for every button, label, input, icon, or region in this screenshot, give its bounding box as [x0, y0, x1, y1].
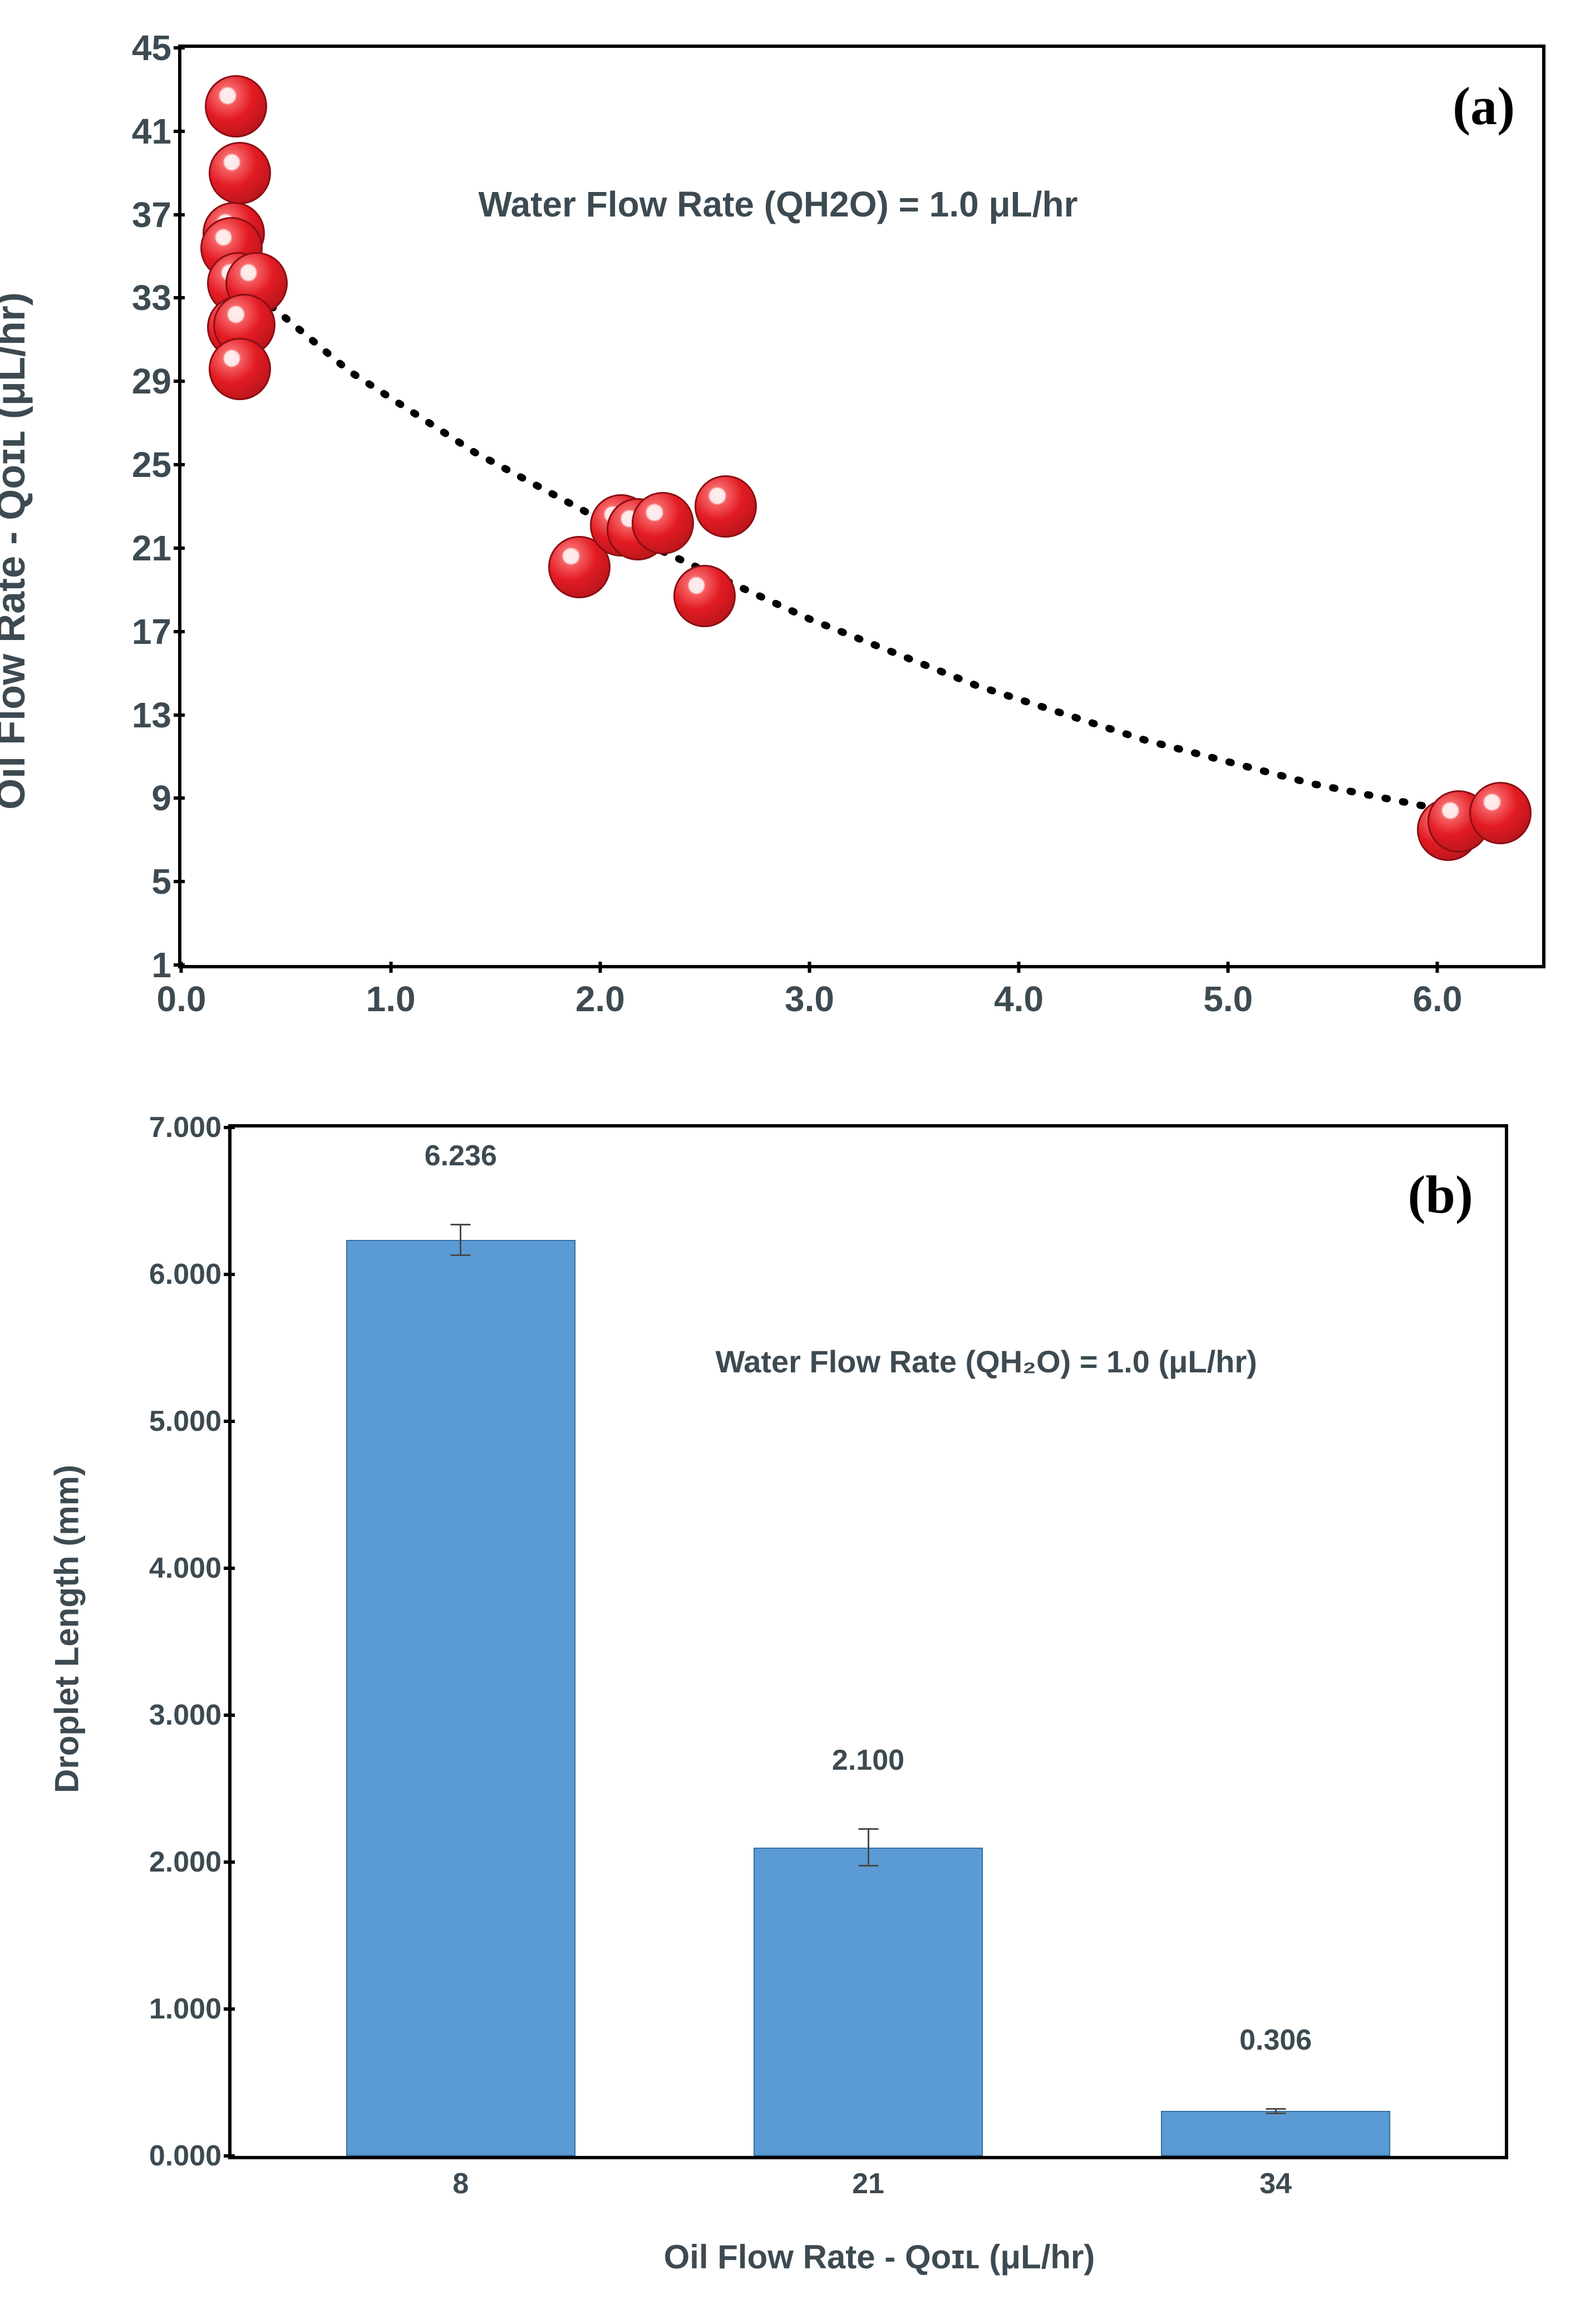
- bar-y-tick: 4.000: [149, 1552, 232, 1585]
- bar-y-axis-label: Droplet Length (mm): [48, 1465, 86, 1793]
- scatter-x-tick: 6.0: [1412, 965, 1462, 1020]
- figure-stack: Oil Flow Rate - Qᴏɪʟ (μL/hr) (a) Water F…: [22, 22, 1568, 2259]
- bar-x-tick: 8: [452, 2156, 469, 2200]
- scatter-annotation: Water Flow Rate (QH2O) = 1.0 μL/hr: [479, 184, 1078, 225]
- scatter-point: [209, 338, 271, 400]
- bar-x-tick: 21: [852, 2156, 884, 2200]
- scatter-y-tick: 13: [132, 695, 181, 736]
- scatter-point: [1469, 782, 1532, 844]
- scatter-x-tick: 2.0: [575, 965, 625, 1020]
- panel-b-label: (b): [1407, 1164, 1473, 1225]
- bar-y-tick: 0.000: [149, 2139, 232, 2173]
- scatter-point: [632, 492, 694, 554]
- bar-value-label: 0.306: [1239, 2023, 1312, 2066]
- panel-a-label: (a): [1453, 75, 1515, 137]
- bar-y-tick: 6.000: [149, 1258, 232, 1291]
- scatter-x-tick: 1.0: [366, 965, 416, 1020]
- scatter-panel: Oil Flow Rate - Qᴏɪʟ (μL/hr) (a) Water F…: [22, 22, 1568, 1080]
- scatter-point: [209, 142, 271, 204]
- bar-y-tick: 2.000: [149, 1845, 232, 1879]
- scatter-y-tick: 29: [132, 361, 181, 402]
- scatter-y-tick: 33: [132, 277, 181, 318]
- scatter-y-tick: 25: [132, 444, 181, 485]
- bar-value-label: 2.100: [832, 1744, 904, 1786]
- bar-x-tick: 34: [1259, 2156, 1292, 2200]
- scatter-y-tick: 9: [151, 777, 181, 819]
- scatter-plot-area: (a) Water Flow Rate (QH2O) = 1.0 μL/hr 1…: [178, 45, 1545, 968]
- panel-b-wrap: Droplet Length (mm) (b) Water Flow Rate …: [22, 1113, 1568, 2259]
- scatter-y-axis-label: Oil Flow Rate - Qᴏɪʟ (μL/hr): [0, 292, 34, 810]
- bar-value-label: 6.236: [425, 1139, 497, 1181]
- bar-error: [868, 1828, 869, 1867]
- bar-x-axis-label: Oil Flow Rate - Qᴏɪʟ (μL/hr): [664, 2238, 1095, 2276]
- scatter-point: [673, 565, 736, 627]
- bar-panel: Droplet Length (mm) (b) Water Flow Rate …: [83, 1113, 1530, 2259]
- scatter-point: [695, 475, 757, 538]
- bar-rect: [346, 1240, 575, 2156]
- scatter-x-tick: 4.0: [994, 965, 1043, 1020]
- scatter-point: [205, 75, 267, 137]
- scatter-x-tick: 3.0: [785, 965, 834, 1020]
- bar-annotation: Water Flow Rate (QH₂O) = 1.0 (μL/hr): [715, 1343, 1257, 1380]
- bar-y-tick: 3.000: [149, 1698, 232, 1732]
- scatter-y-tick: 37: [132, 194, 181, 235]
- scatter-y-tick: 17: [132, 611, 181, 652]
- scatter-x-tick: 5.0: [1203, 965, 1253, 1020]
- bar-error: [460, 1224, 461, 1256]
- scatter-x-tick: 0.0: [157, 965, 206, 1020]
- bar-plot-area: (b) Water Flow Rate (QH₂O) = 1.0 (μL/hr)…: [228, 1124, 1508, 2159]
- bar-y-tick: 5.000: [149, 1405, 232, 1438]
- scatter-y-tick: 41: [132, 111, 181, 152]
- bar-rect: [1161, 2111, 1390, 2156]
- bar-rect: [754, 1848, 983, 2156]
- bar-y-tick: 1.000: [149, 1992, 232, 2026]
- scatter-y-tick: 45: [132, 27, 181, 68]
- scatter-y-tick: 21: [132, 528, 181, 569]
- scatter-y-tick: 5: [151, 861, 181, 902]
- bar-y-tick: 7.000: [149, 1111, 232, 1144]
- panel-a-wrap: Oil Flow Rate - Qᴏɪʟ (μL/hr) (a) Water F…: [22, 22, 1568, 1080]
